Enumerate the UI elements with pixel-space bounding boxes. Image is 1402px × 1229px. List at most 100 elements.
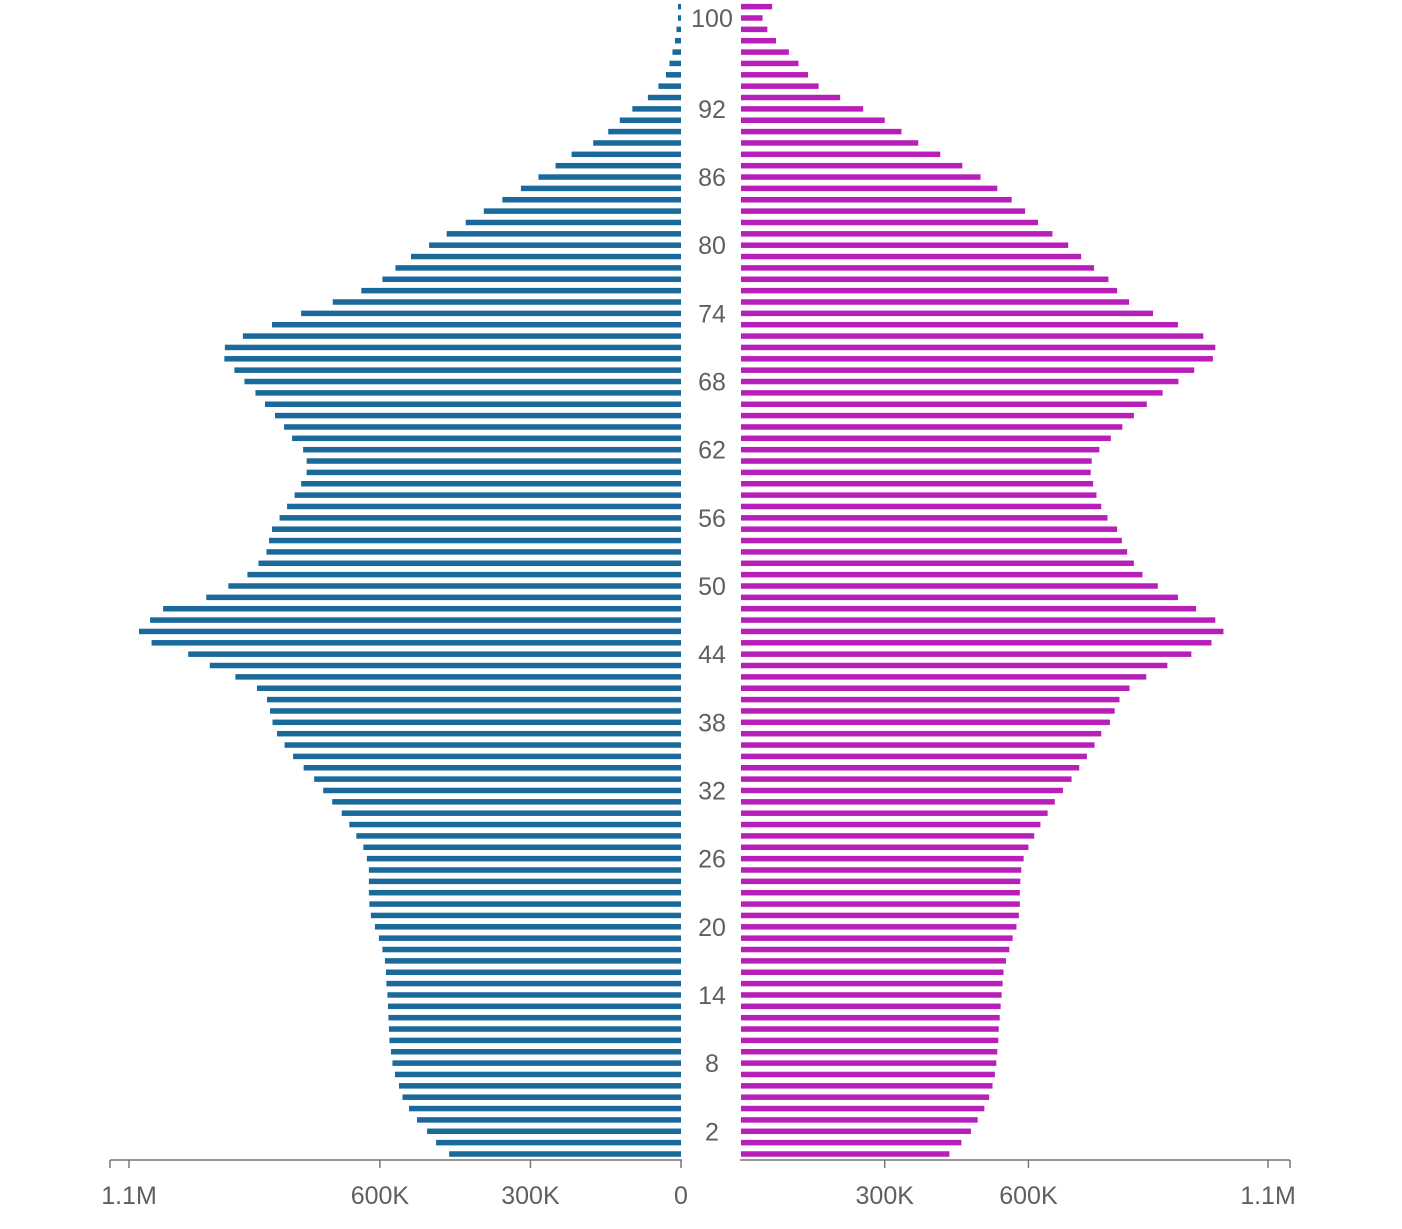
bar-left-age-55 xyxy=(272,526,681,532)
bar-right-age-7 xyxy=(741,1071,995,1078)
bar-right-age-65 xyxy=(741,412,1134,419)
bar-left-age-88 xyxy=(571,151,681,158)
bar-right-age-58 xyxy=(741,492,1097,498)
bar-left-age-91 xyxy=(619,117,681,123)
bar-right-age-51 xyxy=(741,571,1143,578)
bar-right-age-87 xyxy=(741,162,963,169)
bar-left-age-51 xyxy=(247,571,682,578)
bar-right-age-4 xyxy=(741,1105,985,1112)
bar-left-age-15 xyxy=(386,980,681,987)
bar-right-age-24 xyxy=(741,878,1021,885)
bar-left-age-8 xyxy=(392,1060,681,1066)
bar-left-age-10 xyxy=(389,1037,681,1044)
bar-left-age-12 xyxy=(388,1014,681,1021)
bar-left-age-64 xyxy=(284,424,681,430)
x-tick-label-left: 300K xyxy=(501,1182,560,1210)
bar-left-age-82 xyxy=(465,219,681,226)
bar-right-age-41 xyxy=(741,685,1130,691)
bar-right-age-19 xyxy=(741,935,1013,941)
bar-left-age-61 xyxy=(306,458,681,464)
x-tick-label-left: 0 xyxy=(674,1182,688,1210)
bar-left-age-44 xyxy=(188,651,681,657)
bar-left-age-41 xyxy=(256,685,681,691)
bar-left-age-100 xyxy=(677,15,681,21)
bar-left-age-72 xyxy=(242,333,681,339)
bar-left-age-48 xyxy=(163,605,681,612)
bar-left-age-16 xyxy=(385,969,681,975)
bar-left-age-75 xyxy=(332,299,681,305)
age-axis-labels: 2 8 14 20 26 32 38 44 50 56 62 68 74 80 86 92 100 xyxy=(691,5,733,1146)
bar-right-age-43 xyxy=(741,662,1168,669)
bar-right-age-1 xyxy=(741,1139,962,1146)
bar-left-age-81 xyxy=(446,231,681,237)
bar-left-age-89 xyxy=(593,140,681,146)
bar-right-age-11 xyxy=(741,1026,999,1032)
bar-left-age-60 xyxy=(306,469,681,476)
bar-right-age-67 xyxy=(741,390,1163,396)
bar-right-age-26 xyxy=(741,855,1024,862)
age-tick-label: 50 xyxy=(698,573,726,601)
bar-right-age-29 xyxy=(741,821,1041,828)
bar-left-age-14 xyxy=(387,992,681,998)
bar-left-age-46 xyxy=(139,628,681,635)
bar-left-age-30 xyxy=(341,810,681,816)
age-tick-label: 8 xyxy=(705,1050,719,1078)
bar-right-age-74 xyxy=(741,310,1154,317)
bar-left-age-96 xyxy=(669,60,681,67)
bar-right-age-85 xyxy=(741,185,998,192)
bar-right-age-20 xyxy=(741,924,1017,930)
bar-left-age-58 xyxy=(294,492,681,498)
bar-left-age-33 xyxy=(314,776,681,782)
bar-right-age-18 xyxy=(741,946,1010,953)
bar-left-age-69 xyxy=(234,367,681,373)
right-series-bars xyxy=(741,3,1224,1157)
bar-left-age-52 xyxy=(258,560,681,567)
bar-right-age-92 xyxy=(741,106,864,112)
age-tick-label: 26 xyxy=(698,846,726,874)
bar-right-age-76 xyxy=(741,287,1118,294)
bar-right-age-55 xyxy=(741,526,1118,532)
bar-left-age-97 xyxy=(672,49,681,55)
bar-right-age-62 xyxy=(741,446,1100,453)
age-tick-label: 74 xyxy=(698,300,726,328)
bar-left-age-28 xyxy=(356,833,681,839)
x-tick-label-left: 600K xyxy=(351,1182,410,1210)
bar-left-age-84 xyxy=(502,197,681,203)
bar-left-age-59 xyxy=(301,481,681,487)
bar-left-age-27 xyxy=(363,844,681,851)
bar-right-age-44 xyxy=(741,651,1192,657)
age-tick-label: 86 xyxy=(698,164,726,192)
bar-right-age-9 xyxy=(741,1049,998,1055)
bar-right-age-46 xyxy=(741,628,1224,635)
bar-right-age-101 xyxy=(741,3,773,10)
bar-right-age-63 xyxy=(741,435,1111,442)
bar-left-age-39 xyxy=(270,708,681,714)
bar-right-age-12 xyxy=(741,1014,1000,1021)
bar-right-age-17 xyxy=(741,958,1006,964)
bar-right-age-73 xyxy=(741,321,1178,328)
bar-left-age-94 xyxy=(658,83,681,89)
bar-left-age-5 xyxy=(402,1094,681,1100)
bar-left-age-78 xyxy=(395,265,681,271)
bar-left-age-17 xyxy=(384,958,681,964)
age-tick-label: 62 xyxy=(698,437,726,465)
bar-left-age-3 xyxy=(417,1117,681,1123)
bar-right-age-49 xyxy=(741,594,1178,601)
bar-right-age-37 xyxy=(741,730,1102,737)
bar-left-age-77 xyxy=(382,276,681,283)
bar-right-age-57 xyxy=(741,503,1102,510)
x-axis-ticks: 0 300K 600K 1.1M 300K 600K 1.1M xyxy=(101,1160,1296,1210)
bar-left-age-83 xyxy=(483,208,681,214)
bar-left-age-26 xyxy=(366,855,681,862)
bar-right-age-52 xyxy=(741,560,1134,567)
bar-left-age-67 xyxy=(255,390,681,396)
bar-left-age-50 xyxy=(228,583,682,589)
bar-right-age-66 xyxy=(741,401,1147,407)
bar-right-age-56 xyxy=(741,515,1108,521)
bar-left-age-19 xyxy=(378,935,681,941)
bar-right-age-25 xyxy=(741,867,1022,873)
bar-left-age-9 xyxy=(390,1049,681,1055)
bar-right-age-79 xyxy=(741,253,1082,260)
bar-left-age-6 xyxy=(398,1083,681,1089)
